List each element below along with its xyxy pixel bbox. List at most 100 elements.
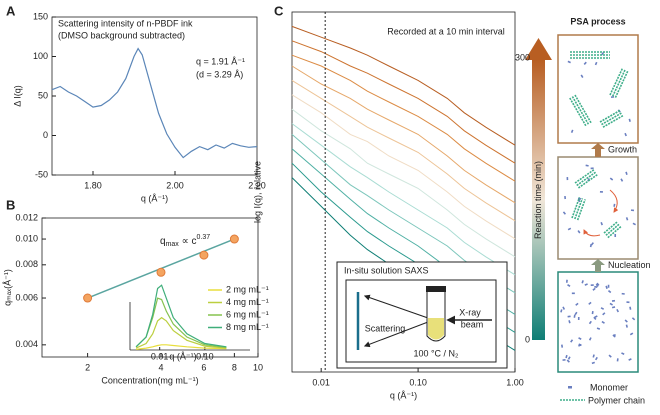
annotation: (d = 3.29 Å) xyxy=(196,69,243,79)
monomer xyxy=(625,217,629,221)
monomer xyxy=(631,317,636,321)
monomer xyxy=(621,292,625,295)
fit-label-part: max xyxy=(166,241,180,248)
monomer xyxy=(609,302,613,306)
chain-strand xyxy=(571,96,590,125)
chain-strand xyxy=(602,114,625,128)
x-tick-label: 0.10 xyxy=(409,377,427,387)
saxs-curve xyxy=(291,108,516,258)
monomer xyxy=(625,171,628,175)
inset-x-axis-label: q (Å⁻¹) xyxy=(169,351,196,361)
colorbar-tick-label: 0 xyxy=(525,334,530,344)
y-tick-label: 0 xyxy=(43,130,48,140)
monomer xyxy=(595,283,599,288)
monomer xyxy=(624,132,627,137)
monomer xyxy=(625,324,628,328)
monomer xyxy=(562,306,566,310)
vial-cap xyxy=(426,286,446,292)
legend-label: 4 mg mL⁻¹ xyxy=(226,297,269,307)
monomer xyxy=(599,190,603,193)
inset-line xyxy=(135,284,227,348)
x-tick-label: 8 xyxy=(232,362,237,372)
plot-frame xyxy=(41,217,259,358)
annotation: Recorded at a 10 min interval xyxy=(387,26,505,36)
monomer xyxy=(611,306,616,309)
annotation: (DMSO background subtracted) xyxy=(58,30,185,40)
inset-title: In-situ solution SAXS xyxy=(344,265,429,275)
fit-label-part: q xyxy=(160,236,166,247)
inset-label: Scattering xyxy=(365,323,406,333)
x-tick-label: 0.01 xyxy=(312,377,330,387)
monomer xyxy=(594,356,598,361)
monomer xyxy=(605,285,608,289)
monomer xyxy=(591,310,594,315)
monomer xyxy=(601,320,605,324)
fit-label-part: ∝ c xyxy=(179,236,197,247)
stage-box xyxy=(557,34,639,144)
monomer xyxy=(573,314,576,318)
growth-arrow xyxy=(583,229,601,237)
monomer xyxy=(596,327,601,330)
y-tick-label: 0.006 xyxy=(15,292,38,302)
x-tick-label: 6 xyxy=(201,362,206,372)
polymer-chain xyxy=(599,109,625,128)
monomer xyxy=(577,316,580,321)
chain-strand xyxy=(601,111,623,126)
y-axis-label: Δ I(q) xyxy=(12,85,22,107)
y-tick-label: 100 xyxy=(33,51,48,61)
saxs-curve xyxy=(291,65,516,204)
inset-line xyxy=(135,316,227,349)
annotation: q = 1.91 Å⁻¹ xyxy=(196,56,245,66)
colorbar-label: Reaction time (min) xyxy=(533,161,543,239)
monomer xyxy=(568,320,571,324)
chain-strand xyxy=(599,109,622,123)
panel-label: C xyxy=(274,3,284,18)
inset-label: beam xyxy=(461,319,484,329)
monomer xyxy=(616,308,620,313)
legend-label: 6 mg mL⁻¹ xyxy=(226,309,269,319)
chain-strand xyxy=(574,94,592,124)
monomer xyxy=(628,358,632,361)
x-tick-label: 1.00 xyxy=(506,377,524,387)
monomer xyxy=(574,311,578,316)
y-tick-label: 150 xyxy=(33,11,48,21)
saxs-curve xyxy=(291,25,516,146)
monomer xyxy=(616,358,619,362)
monomer xyxy=(594,285,598,288)
stage-box xyxy=(557,156,639,260)
polymer-chain xyxy=(570,51,610,59)
diagram-title: PSA process xyxy=(570,16,625,26)
x-tick-label: 1.80 xyxy=(84,180,102,190)
monomer xyxy=(588,337,592,341)
monomer xyxy=(567,227,572,231)
monomer xyxy=(578,344,582,347)
monomer xyxy=(566,177,569,181)
fit-label: qmax ∝ c0.37 xyxy=(160,234,210,248)
legend-label: Monomer xyxy=(590,382,628,392)
data-point xyxy=(229,234,239,244)
monomer xyxy=(629,306,632,310)
data-point xyxy=(83,293,93,303)
x-tick-label: 2 xyxy=(85,362,90,372)
monomer xyxy=(583,61,587,65)
saxs-curve xyxy=(291,40,516,164)
polymer-chain xyxy=(569,94,592,127)
x-tick-label: 4 xyxy=(158,362,163,372)
legend-label: 8 mg mL⁻¹ xyxy=(226,322,269,332)
chain-strand xyxy=(571,197,581,219)
monomer xyxy=(588,301,592,305)
monomer xyxy=(593,316,597,320)
colorbar-arrow xyxy=(525,38,552,60)
y-tick-label: 0.004 xyxy=(15,339,38,349)
y-tick-label: -50 xyxy=(35,169,48,179)
stage-arrow xyxy=(591,143,605,157)
inset-x-tick-label: 0.01 xyxy=(151,351,169,361)
chain-strand xyxy=(569,97,587,127)
monomer xyxy=(584,283,588,286)
inset-label: X-ray xyxy=(459,307,481,317)
monomer xyxy=(560,309,563,313)
monomer xyxy=(580,74,584,78)
monomer xyxy=(602,312,606,316)
colorbar xyxy=(532,60,545,340)
